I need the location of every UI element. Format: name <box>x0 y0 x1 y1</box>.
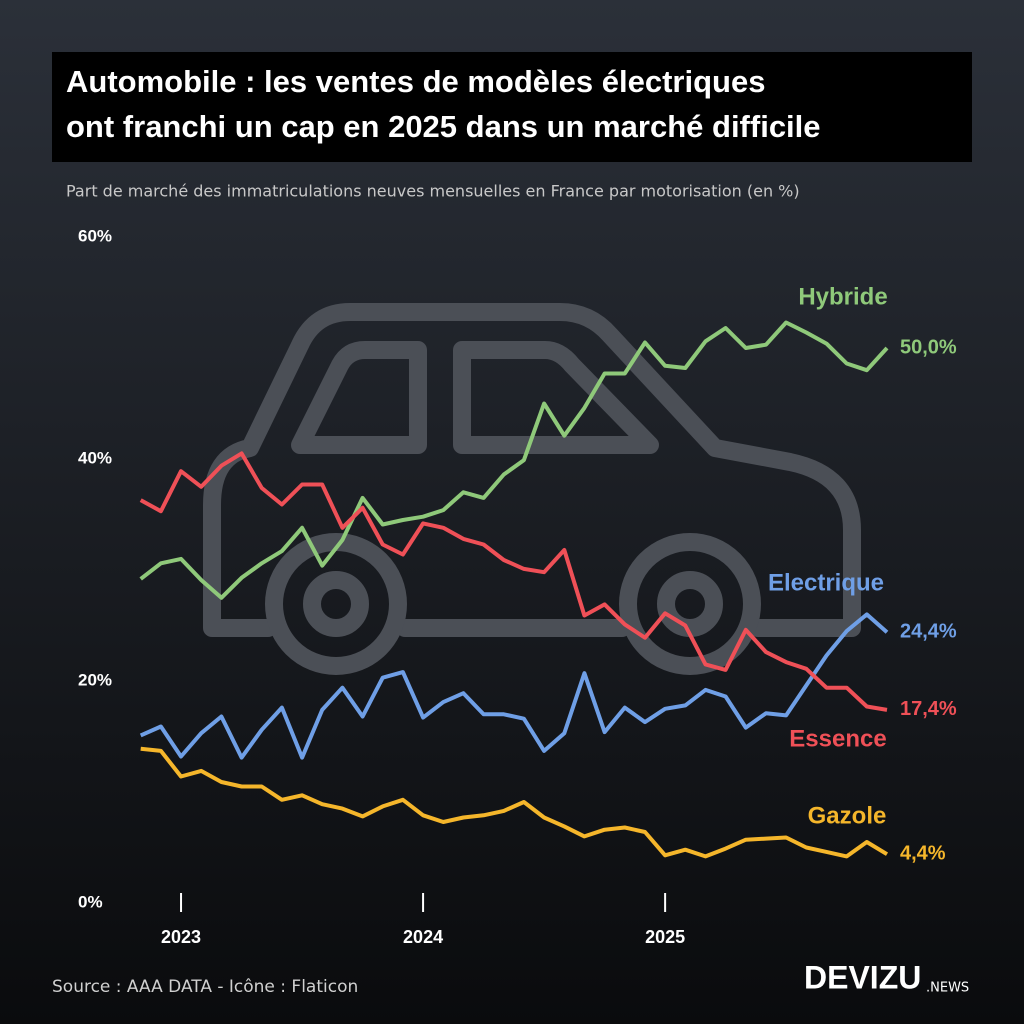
series-name: Hybride <box>798 283 887 310</box>
subtitle: Part de marché des immatriculations neuv… <box>66 182 800 201</box>
x-tick-label: 2024 <box>403 927 443 947</box>
series-line <box>140 746 889 859</box>
value-label: 24,4% <box>900 620 957 642</box>
title-box <box>52 52 972 162</box>
series-line <box>139 612 889 760</box>
brand-suffix: .NEWS <box>926 981 969 996</box>
value-label: 50,0% <box>900 336 957 358</box>
y-tick-label: 0% <box>78 892 103 911</box>
title-line: ont franchi un cap en 2025 dans un march… <box>66 109 821 144</box>
x-tick-label: 2023 <box>161 927 201 947</box>
series-line <box>139 451 888 712</box>
brand: DEVIZU <box>804 959 921 995</box>
source: Source : AAA DATA - Icône : Flaticon <box>52 977 358 997</box>
title-line: Automobile : les ventes de modèles élect… <box>66 64 765 99</box>
y-tick-label: 20% <box>78 670 112 689</box>
x-tick-label: 2025 <box>645 927 685 947</box>
value-label: 17,4% <box>900 698 957 720</box>
value-label: 4,4% <box>900 842 946 864</box>
y-tick-label: 40% <box>78 448 112 467</box>
y-tick-label: 60% <box>78 226 112 245</box>
series-name: Gazole <box>808 802 887 829</box>
series-line <box>139 320 889 600</box>
car-icon <box>203 303 861 675</box>
series-name: Electrique <box>768 569 884 596</box>
series-name: Essence <box>789 725 886 752</box>
